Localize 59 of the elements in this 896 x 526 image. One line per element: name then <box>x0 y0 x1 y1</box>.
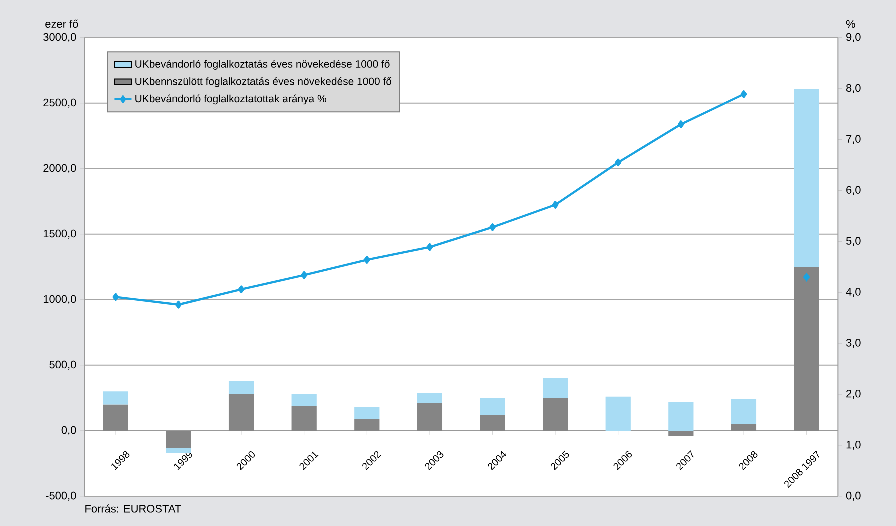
y2-axis-title: % <box>846 20 856 28</box>
bar <box>417 392 443 404</box>
point <box>552 200 559 209</box>
y2-tick-label: 8,0 <box>846 84 861 94</box>
y2-tick-label: 9,0 <box>846 33 861 42</box>
bar <box>292 394 317 406</box>
bar <box>794 88 820 267</box>
bar <box>417 403 443 431</box>
legend-label: UKbevándorló foglalkoztatás éves növekedése 1000 fő <box>136 60 390 70</box>
y-tick-label: -500,0 <box>46 492 76 501</box>
y2-tick-label: 3,0 <box>846 338 861 348</box>
point <box>301 271 308 280</box>
y-axis-title: ezer fő <box>46 20 78 28</box>
bar <box>794 266 820 431</box>
y2-tick-label: 7,0 <box>846 135 861 144</box>
legend-label: UKbennszülött foglalkoztatás éves növekedése 1000 fő <box>136 77 392 88</box>
point <box>740 90 748 98</box>
y2-tick-label: 2,0 <box>846 390 861 399</box>
point <box>678 120 684 128</box>
bar <box>543 378 568 398</box>
y-tick-label: 1000,0 <box>44 295 76 304</box>
bar <box>228 380 254 394</box>
point <box>490 223 496 232</box>
point <box>615 158 622 166</box>
bar <box>354 418 380 431</box>
y2-tick-label: 5,0 <box>846 237 861 246</box>
y2-tick-label: 0,0 <box>846 492 861 501</box>
bar <box>292 406 317 431</box>
y2-tick-label: 1,0 <box>846 440 861 450</box>
bar <box>480 398 506 416</box>
bar <box>103 391 128 405</box>
y2-tick-label: 4,0 <box>846 288 861 298</box>
point <box>426 243 434 252</box>
y-tick-label: 1500,0 <box>44 230 76 239</box>
bar <box>480 415 506 431</box>
bar <box>606 396 631 431</box>
point <box>112 293 120 301</box>
bar <box>103 404 128 431</box>
bar <box>731 424 757 431</box>
y-tick-label: 0,0 <box>62 426 76 436</box>
bar <box>543 398 568 431</box>
bar <box>166 448 192 454</box>
bar <box>668 430 694 436</box>
point <box>364 256 370 264</box>
bar <box>228 394 254 431</box>
y2-tick-label: 6,0 <box>846 186 861 196</box>
bar <box>354 407 380 419</box>
text: Forrás: EUROSTAT <box>86 504 182 513</box>
bar <box>668 402 694 431</box>
y-tick-label: 2000,0 <box>44 164 76 174</box>
bar <box>731 399 757 424</box>
point <box>176 300 182 309</box>
y-tick-label: 2500,0 <box>44 98 76 108</box>
point <box>238 286 245 294</box>
y-tick-label: 3000,0 <box>44 33 76 42</box>
y-tick-label: 500,0 <box>50 360 76 370</box>
legend-label: UKbevándorló foglalkoztatottak aránya % <box>136 94 326 104</box>
point <box>804 273 810 282</box>
bar <box>166 430 192 448</box>
